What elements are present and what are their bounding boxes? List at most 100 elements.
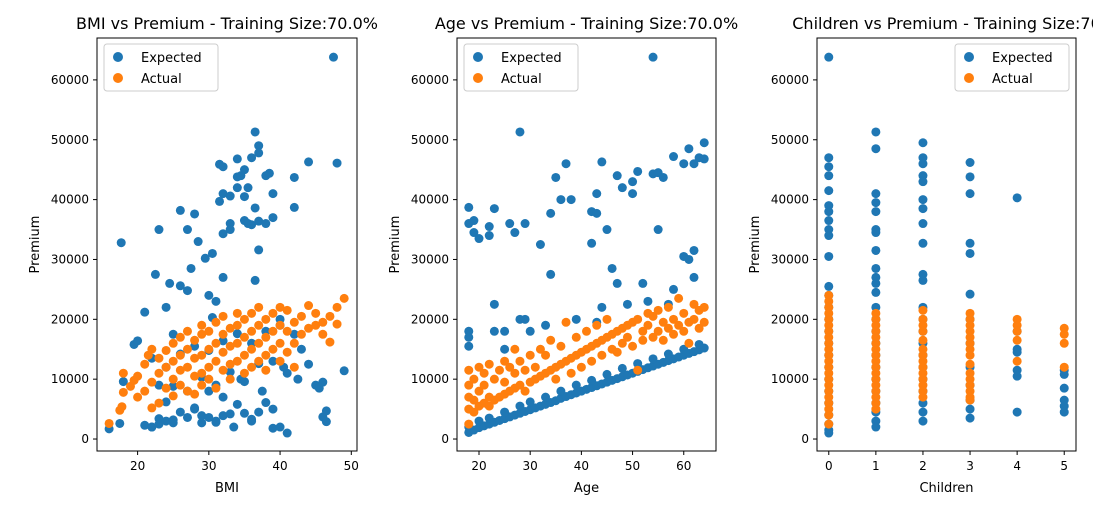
point-actual bbox=[489, 374, 499, 384]
x-tick-label: 50 bbox=[625, 459, 640, 473]
legend-marker-actual bbox=[113, 73, 123, 83]
y-tick-label: 30000 bbox=[411, 252, 449, 266]
point-actual bbox=[669, 329, 679, 339]
point-actual bbox=[218, 311, 228, 321]
point-actual bbox=[147, 344, 157, 354]
point-expected bbox=[243, 183, 253, 193]
point-expected bbox=[190, 209, 200, 219]
point-actual bbox=[182, 386, 192, 396]
point-actual bbox=[617, 338, 627, 348]
point-actual bbox=[204, 362, 214, 372]
plot-frame bbox=[456, 37, 717, 452]
point-actual bbox=[247, 362, 257, 372]
point-actual bbox=[505, 362, 515, 372]
point-actual bbox=[282, 347, 292, 357]
y-tick-label: 10000 bbox=[51, 372, 89, 386]
point-actual bbox=[582, 326, 591, 336]
point-actual bbox=[282, 326, 292, 336]
point-actual bbox=[289, 317, 299, 327]
point-expected bbox=[679, 159, 689, 169]
point-actual bbox=[669, 314, 679, 324]
point-actual bbox=[311, 320, 321, 330]
point-actual bbox=[500, 377, 510, 387]
y-tick-label: 0 bbox=[441, 432, 449, 446]
point-expected bbox=[215, 196, 225, 206]
y-tick-label: 10000 bbox=[411, 372, 449, 386]
point-expected bbox=[165, 278, 175, 288]
point-expected bbox=[1059, 369, 1069, 379]
point-actual bbox=[232, 338, 242, 348]
point-expected bbox=[197, 418, 207, 428]
point-actual bbox=[479, 380, 489, 390]
point-actual bbox=[648, 311, 658, 321]
point-actual bbox=[325, 311, 335, 321]
point-expected bbox=[133, 336, 143, 346]
point-actual bbox=[824, 419, 834, 429]
point-expected bbox=[535, 240, 545, 249]
point-actual bbox=[204, 374, 214, 384]
point-expected bbox=[592, 208, 602, 218]
point-expected bbox=[197, 411, 207, 421]
point-actual bbox=[254, 320, 264, 330]
point-expected bbox=[254, 148, 264, 158]
point-actual bbox=[225, 374, 235, 384]
point-expected bbox=[689, 159, 699, 169]
point-expected bbox=[218, 272, 228, 282]
point-expected bbox=[824, 171, 834, 181]
point-actual bbox=[332, 319, 342, 329]
point-expected bbox=[515, 401, 525, 411]
point-actual bbox=[261, 350, 271, 360]
point-actual bbox=[261, 314, 271, 324]
point-actual bbox=[663, 323, 673, 333]
point-actual bbox=[510, 344, 520, 354]
y-tick-label: 10000 bbox=[771, 372, 809, 386]
point-expected bbox=[684, 254, 694, 264]
point-expected bbox=[140, 420, 150, 430]
point-actual bbox=[1012, 356, 1022, 366]
point-actual bbox=[104, 418, 114, 428]
legend-label-expected: Expected bbox=[501, 51, 562, 66]
point-expected bbox=[239, 408, 249, 418]
point-actual bbox=[918, 305, 928, 315]
x-tick-label: 3 bbox=[966, 459, 974, 473]
point-expected bbox=[247, 153, 257, 163]
point-expected bbox=[1012, 407, 1022, 417]
point-actual bbox=[168, 338, 178, 348]
point-expected bbox=[204, 290, 214, 300]
x-tick-label: 0 bbox=[825, 459, 833, 473]
point-expected bbox=[546, 208, 556, 218]
point-actual bbox=[546, 335, 556, 345]
point-actual bbox=[965, 350, 975, 360]
point-expected bbox=[268, 423, 278, 433]
y-tick-label: 30000 bbox=[771, 252, 809, 266]
point-actual bbox=[325, 337, 335, 347]
point-expected bbox=[1012, 347, 1022, 357]
point-expected bbox=[824, 186, 834, 196]
x-tick-label: 20 bbox=[471, 459, 486, 473]
point-expected bbox=[500, 326, 510, 336]
point-actual bbox=[653, 305, 663, 315]
point-actual bbox=[168, 374, 178, 384]
point-actual bbox=[530, 362, 540, 372]
legend: Expected Actual bbox=[463, 43, 579, 92]
point-actual bbox=[689, 314, 699, 324]
point-actual bbox=[154, 368, 164, 378]
point-actual bbox=[1059, 362, 1069, 372]
point-expected bbox=[525, 326, 535, 336]
x-tick-label: 1 bbox=[872, 459, 880, 473]
point-actual bbox=[197, 368, 207, 378]
point-expected bbox=[211, 296, 221, 306]
point-actual bbox=[520, 386, 530, 396]
legend-marker-actual bbox=[473, 73, 483, 83]
point-expected bbox=[871, 127, 881, 137]
point-actual bbox=[225, 341, 235, 351]
x-tick-label: 20 bbox=[130, 459, 145, 473]
point-actual bbox=[515, 356, 525, 366]
point-expected bbox=[321, 417, 331, 427]
point-expected bbox=[474, 416, 484, 426]
point-actual bbox=[211, 317, 221, 327]
point-expected bbox=[218, 229, 228, 239]
point-actual bbox=[211, 383, 221, 393]
point-expected bbox=[175, 281, 185, 291]
point-actual bbox=[247, 326, 257, 336]
